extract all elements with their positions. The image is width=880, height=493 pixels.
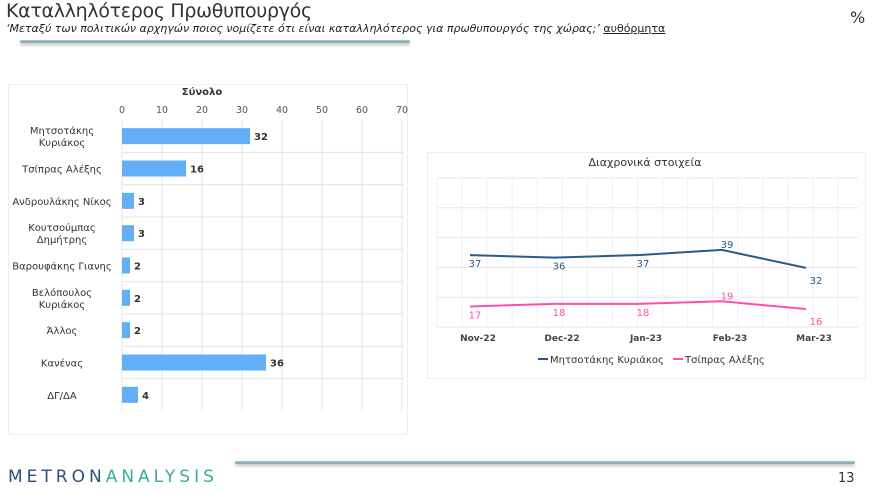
data-label: 16: [190, 165, 204, 176]
category-label: Δημήτρης: [37, 234, 87, 246]
category-label: Κανένας: [41, 358, 83, 370]
data-label: 16: [810, 317, 823, 328]
x-tick-label: 10: [156, 105, 168, 116]
question: ‘Μεταξύ των πολιτικών αρχηγών ποιος νομί…: [6, 22, 600, 35]
series-line: [469, 248, 807, 269]
page-title: Καταλληλότερος Πρωθυπουργός: [6, 0, 312, 22]
data-label: 18: [553, 308, 566, 319]
data-label: 2: [134, 294, 141, 305]
data-label: 3: [138, 197, 145, 208]
x-tick-label: 40: [276, 105, 288, 116]
data-label: 17: [469, 310, 482, 321]
category-label: Βαρουφάκης Γιανης: [12, 261, 112, 273]
bar-chart-title: Σύνολο: [182, 86, 223, 98]
data-label: 19: [721, 291, 734, 302]
bar: [122, 160, 186, 177]
x-tick-label: Jan-23: [629, 334, 662, 344]
page-number: 13: [838, 471, 855, 486]
bar: [122, 128, 250, 145]
bar: [122, 289, 130, 306]
category-label: Βελόπουλος: [32, 287, 92, 299]
data-label: 2: [134, 262, 141, 273]
data-label: 36: [553, 262, 566, 273]
unit-label: %: [850, 8, 866, 27]
x-tick-label: Feb-23: [713, 334, 748, 344]
data-label: 32: [254, 132, 268, 143]
bar: [122, 257, 130, 274]
x-tick-label: 60: [356, 105, 368, 116]
data-label: 32: [810, 276, 823, 287]
category-label: Κυριάκος: [39, 137, 86, 149]
divider: [20, 40, 410, 43]
category-label: Ανδρουλάκης Νίκος: [12, 196, 111, 208]
category-label: Τσίπρας Αλέξης: [21, 164, 102, 176]
category-label: Μητσοτάκης: [30, 125, 94, 137]
series-line: [469, 300, 807, 311]
category-label: Άλλος: [47, 325, 78, 337]
data-label: 37: [637, 259, 650, 270]
data-label: 4: [142, 391, 149, 402]
x-tick-label: 50: [316, 105, 328, 116]
bar: [122, 225, 134, 242]
data-label: 37: [469, 259, 482, 270]
category-label: Κουτσούμπας: [28, 222, 96, 234]
data-label: 3: [138, 229, 145, 240]
logo: METRONANALYSIS: [8, 467, 218, 487]
x-tick-label: Dec-22: [544, 334, 579, 344]
x-tick-label: 0: [119, 105, 125, 116]
divider: [235, 461, 855, 464]
data-label: 36: [270, 359, 284, 370]
category-label: Κυριάκος: [39, 299, 86, 311]
data-label: 2: [134, 326, 141, 337]
x-tick-label: 70: [396, 105, 408, 116]
bar: [122, 386, 138, 403]
x-tick-label: Nov-22: [460, 334, 496, 344]
data-label: 18: [637, 308, 650, 319]
bar: [122, 354, 266, 371]
question-tag: αυθόρμητα: [603, 22, 666, 35]
category-label: ΔΓ/ΔΑ: [47, 391, 77, 402]
bar: [122, 322, 130, 339]
logo-part: ANALYSIS: [105, 467, 218, 487]
x-tick-label: 20: [196, 105, 208, 116]
legend-label: Τσίπρας Αλέξης: [684, 354, 765, 366]
question-text: ‘Μεταξύ των πολιτικών αρχηγών ποιος νομί…: [6, 22, 665, 35]
x-tick-label: 30: [236, 105, 248, 116]
logo-part: METRON: [8, 467, 106, 487]
line-chart-title: Διαχρονικά στοιχεία: [589, 156, 702, 169]
x-tick-label: Mar-23: [796, 334, 832, 344]
data-label: 39: [721, 240, 734, 251]
bar: [122, 192, 134, 209]
legend-label: Μητσοτάκης Κυριάκος: [550, 354, 664, 366]
